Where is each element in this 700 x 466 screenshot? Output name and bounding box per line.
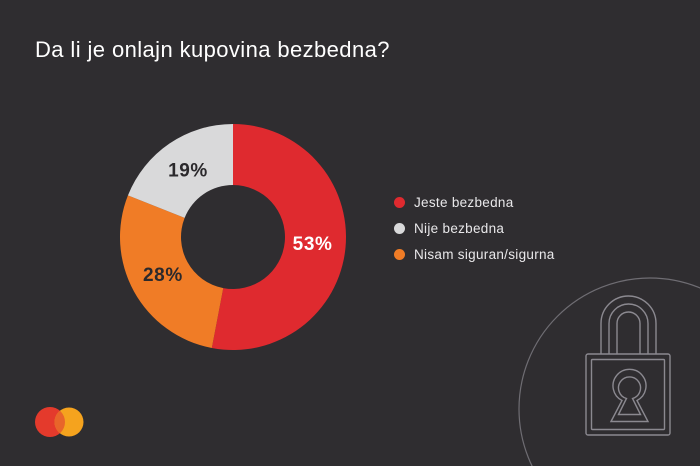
legend-swatch-icon xyxy=(394,249,405,260)
padlock-shackle-outer xyxy=(600,295,657,354)
padlock-icon xyxy=(585,295,671,436)
keyhole-inner xyxy=(617,376,642,416)
legend-item: Nisam siguran/sigurna xyxy=(394,246,555,263)
donut-chart: 53% 28% 19% xyxy=(120,124,346,350)
legend-label: Nije bezbedna xyxy=(414,221,505,236)
padlock-shackle-middle xyxy=(608,303,649,354)
keyhole-outer xyxy=(609,368,650,423)
donut-slice-1 xyxy=(211,124,346,350)
donut-slice-value-label: 53% xyxy=(293,234,333,255)
legend-swatch-icon xyxy=(394,223,405,234)
padlock-body-outer xyxy=(585,353,671,436)
legend-item: Jeste bezbedna xyxy=(394,194,555,211)
decor-circle xyxy=(518,277,700,466)
donut-slice-2 xyxy=(120,195,224,348)
legend-swatch-icon xyxy=(394,197,405,208)
donut-slice-3 xyxy=(127,124,233,218)
logo-overlap-lens xyxy=(54,407,65,437)
legend-label: Nisam siguran/sigurna xyxy=(414,247,555,262)
legend-label: Jeste bezbedna xyxy=(414,195,514,210)
mastercard-logo xyxy=(35,407,84,437)
padlock-shackle-inner xyxy=(616,311,641,354)
page-title: Da li je onlajn kupovina bezbedna? xyxy=(35,37,390,62)
padlock-body-inner xyxy=(590,358,666,431)
legend-item: Nije bezbedna xyxy=(394,220,555,237)
chart-legend: Jeste bezbedna Nije bezbedna Nisam siguran… xyxy=(394,194,555,263)
donut-slice-value-label: 19% xyxy=(168,160,208,181)
donut-slice-value-label: 28% xyxy=(143,265,183,286)
